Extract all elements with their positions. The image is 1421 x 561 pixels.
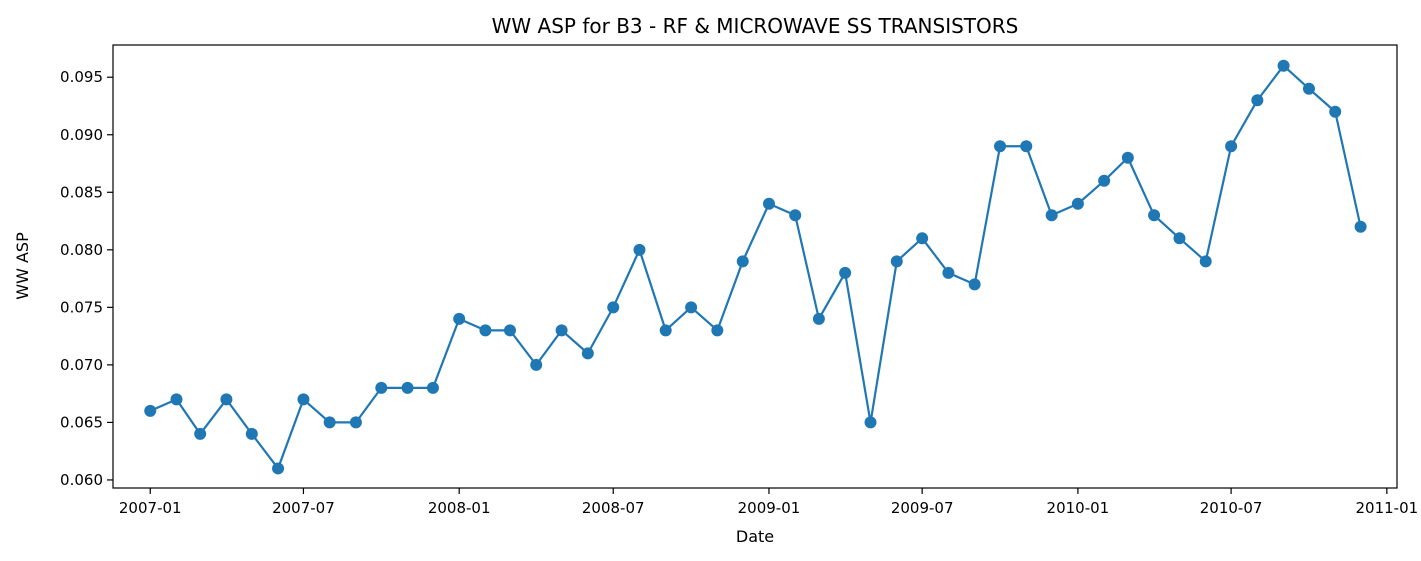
x-tick-label: 2009-07 [891,499,954,517]
data-point [220,393,233,406]
chart-title: WW ASP for B3 - RF & MICROWAVE SS TRANSI… [492,14,1019,38]
y-tick-label: 0.060 [60,471,103,489]
y-tick-label: 0.070 [60,356,103,374]
data-point [659,324,672,337]
data-point [685,301,698,314]
data-point [1302,82,1315,95]
data-point [1225,140,1238,153]
data-point [762,197,775,210]
data-point [272,462,285,475]
data-point [736,255,749,268]
data-point [1173,232,1186,245]
y-axis-ticks: 0.060 0.065 0.070 0.075 0.080 0.085 0.090 0.095 [60,68,113,489]
data-point [170,393,183,406]
data-point [1354,220,1367,233]
data-point [453,312,466,325]
data-point [607,301,620,314]
data-point [711,324,724,337]
x-tick-label: 2007-01 [119,499,182,517]
y-tick-label: 0.075 [60,298,103,316]
y-axis-label: WW ASP [13,232,32,300]
data-point [994,140,1007,153]
data-point [426,381,439,394]
x-tick-label: 2008-07 [582,499,645,517]
data-point [789,209,802,222]
data-point [812,312,825,325]
data-point [349,416,362,429]
x-tick-label: 2010-07 [1200,499,1263,517]
data-point [1277,59,1290,72]
data-point [1045,209,1058,222]
data-point [401,381,414,394]
data-point [479,324,492,337]
x-tick-label: 2007-07 [272,499,335,517]
y-tick-label: 0.095 [60,68,103,86]
x-axis-ticks: 2007-01 2007-07 2008-01 2008-07 2009-01 2009-… [119,488,1418,517]
data-point [375,381,388,394]
data-point [968,278,981,291]
data-point [1020,140,1033,153]
data-point [839,266,852,279]
data-point [1329,105,1342,118]
data-point [1098,174,1111,187]
data-point [530,358,543,371]
y-tick-label: 0.080 [60,241,103,259]
data-point [942,266,955,279]
data-point [916,232,929,245]
data-point [194,427,207,440]
data-point [864,416,877,429]
data-point [1199,255,1212,268]
data-point [297,393,310,406]
data-point [323,416,336,429]
data-point [245,427,258,440]
x-axis-label: Date [736,527,774,546]
y-tick-label: 0.085 [60,183,103,201]
x-tick-label: 2011-01 [1355,499,1418,517]
x-tick-label: 2010-01 [1047,499,1110,517]
y-tick-label: 0.090 [60,126,103,144]
x-tick-label: 2008-01 [428,499,491,517]
data-point [581,347,594,360]
data-point [1071,197,1084,210]
x-tick-label: 2009-01 [738,499,801,517]
data-point [1148,209,1161,222]
y-tick-label: 0.065 [60,413,103,431]
data-point [144,404,157,417]
data-point [890,255,903,268]
series-layer [144,59,1367,475]
data-point [503,324,516,337]
series-line [149,64,1362,470]
data-point [633,243,646,256]
plot-area-frame [112,44,1398,489]
data-point [555,324,568,337]
data-point [1251,94,1264,107]
data-point [1121,151,1134,164]
